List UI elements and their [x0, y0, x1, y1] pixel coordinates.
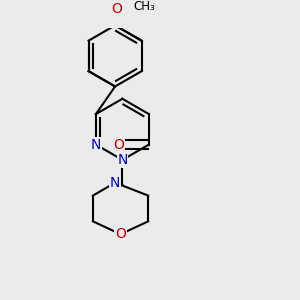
Text: N: N [91, 138, 101, 152]
Text: O: O [113, 138, 124, 152]
Text: N: N [117, 153, 128, 167]
Text: CH₃: CH₃ [134, 1, 155, 13]
Text: O: O [112, 2, 122, 16]
Text: O: O [115, 227, 126, 241]
Text: N: N [110, 176, 120, 190]
